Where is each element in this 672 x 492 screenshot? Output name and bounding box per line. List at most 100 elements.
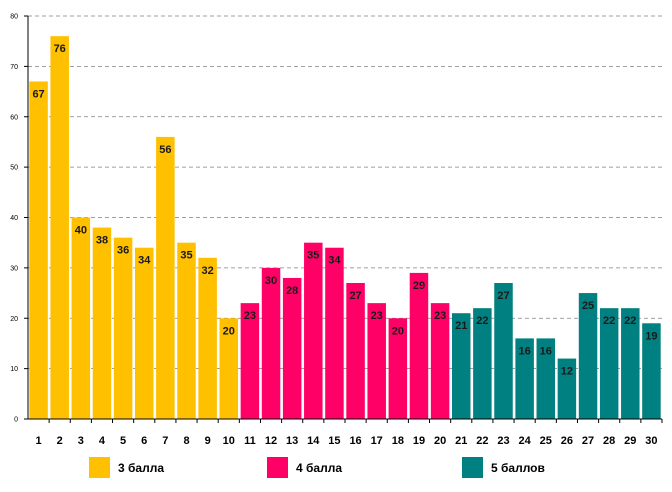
x-tick-label-4: 4 <box>99 435 106 447</box>
y-axis-ticks: 0 10 20 30 40 50 60 70 80 <box>10 14 28 424</box>
data-label-30: 19 <box>645 330 657 342</box>
data-label-13: 28 <box>286 285 298 297</box>
bar-8 <box>177 242 196 419</box>
bar-28 <box>599 308 619 419</box>
bar-17 <box>367 303 386 419</box>
data-label-2: 76 <box>54 43 66 55</box>
legend: 3 балла 4 балла 5 баллов <box>89 457 545 478</box>
data-label-4: 38 <box>96 235 108 247</box>
data-label-1: 67 <box>32 88 44 100</box>
legend-swatch-2 <box>267 457 288 478</box>
bar-21 <box>451 313 471 419</box>
bar-3 <box>71 217 91 419</box>
x-tick-label-18: 18 <box>392 435 404 447</box>
bar-20 <box>430 303 450 419</box>
bar-23 <box>494 282 513 419</box>
bar-10 <box>219 318 239 419</box>
data-label-27: 25 <box>582 300 594 312</box>
x-tick-label-20: 20 <box>434 435 446 447</box>
bar-22 <box>473 308 492 419</box>
data-label-15: 34 <box>328 255 341 267</box>
y-tick-label: 20 <box>10 316 18 323</box>
x-tick-label-13: 13 <box>286 435 298 447</box>
x-tick-label-12: 12 <box>265 435 277 447</box>
x-tick-label-22: 22 <box>476 435 488 447</box>
data-label-22: 22 <box>476 315 488 327</box>
data-labels: 67 76 40 38 36 34 56 35 32 20 23 30 28 35 34 27 23 20 29 23… <box>32 43 657 377</box>
bar-15 <box>325 247 344 419</box>
x-tick-label-7: 7 <box>162 435 168 447</box>
x-tick-label-29: 29 <box>624 435 636 447</box>
data-label-29: 22 <box>624 315 636 327</box>
data-label-28: 22 <box>603 315 615 327</box>
bar-7 <box>156 136 175 419</box>
legend-swatch-3 <box>462 457 483 478</box>
data-label-24: 16 <box>519 345 531 357</box>
x-tick-label-11: 11 <box>244 435 256 447</box>
y-tick-label: 40 <box>10 215 18 222</box>
x-tick-label-15: 15 <box>328 435 340 447</box>
data-label-18: 20 <box>392 325 404 337</box>
x-tick-label-21: 21 <box>455 435 467 447</box>
data-label-21: 21 <box>455 320 467 332</box>
data-label-10: 20 <box>223 325 235 337</box>
x-tick-label-28: 28 <box>603 435 615 447</box>
data-label-5: 36 <box>117 245 129 257</box>
bar-25 <box>536 338 556 419</box>
legend-label-3: 5 баллов <box>491 461 545 475</box>
data-label-7: 56 <box>159 144 171 156</box>
x-tick-label-25: 25 <box>540 435 552 447</box>
y-tick-label: 50 <box>10 165 18 172</box>
data-label-20: 23 <box>434 310 446 322</box>
bar-9 <box>198 257 217 419</box>
x-tick-label-19: 19 <box>413 435 425 447</box>
x-tick-label-5: 5 <box>120 435 126 447</box>
x-tick-label-23: 23 <box>497 435 509 447</box>
bar-18 <box>388 318 408 419</box>
data-label-11: 23 <box>244 310 256 322</box>
x-tick-label-26: 26 <box>561 435 573 447</box>
data-label-9: 32 <box>202 265 214 277</box>
x-tick-label-14: 14 <box>307 435 320 447</box>
legend-swatch-1 <box>89 457 110 478</box>
bar-30 <box>642 323 661 419</box>
data-label-16: 27 <box>349 290 361 302</box>
x-tick-label-24: 24 <box>519 435 532 447</box>
x-tick-label-17: 17 <box>371 435 383 447</box>
data-label-3: 40 <box>75 225 87 237</box>
gridlines <box>28 15 662 370</box>
data-label-6: 34 <box>138 255 151 267</box>
legend-label-1: 3 балла <box>118 461 164 475</box>
bar-2 <box>50 36 69 420</box>
bar-27 <box>578 293 598 419</box>
x-tick-label-1: 1 <box>36 435 42 447</box>
bar-13 <box>282 277 302 419</box>
y-tick-label: 80 <box>10 14 18 21</box>
data-label-26: 12 <box>561 366 573 378</box>
x-tick-label-6: 6 <box>141 435 147 447</box>
x-tick-label-30: 30 <box>645 435 657 447</box>
data-label-23: 27 <box>497 290 509 302</box>
x-tick-label-9: 9 <box>205 435 211 447</box>
legend-label-2: 4 балла <box>296 461 342 475</box>
bar-6 <box>134 247 154 419</box>
bar-4 <box>92 227 112 419</box>
bar-1 <box>29 81 48 420</box>
bar-16 <box>346 282 365 419</box>
y-tick-label: 70 <box>10 64 18 71</box>
bars <box>29 36 661 420</box>
data-label-17: 23 <box>371 310 383 322</box>
data-label-8: 35 <box>180 250 192 262</box>
y-tick-label: 10 <box>10 366 18 373</box>
data-label-25: 16 <box>540 345 552 357</box>
x-tick-label-3: 3 <box>78 435 84 447</box>
x-tick-label-2: 2 <box>57 435 63 447</box>
data-label-19: 29 <box>413 280 425 292</box>
data-label-12: 30 <box>265 275 277 287</box>
bar-19 <box>409 272 429 419</box>
x-tick-label-8: 8 <box>183 435 189 447</box>
x-tick-label-16: 16 <box>349 435 361 447</box>
y-tick-label: 60 <box>10 114 18 121</box>
bar-14 <box>304 242 323 419</box>
